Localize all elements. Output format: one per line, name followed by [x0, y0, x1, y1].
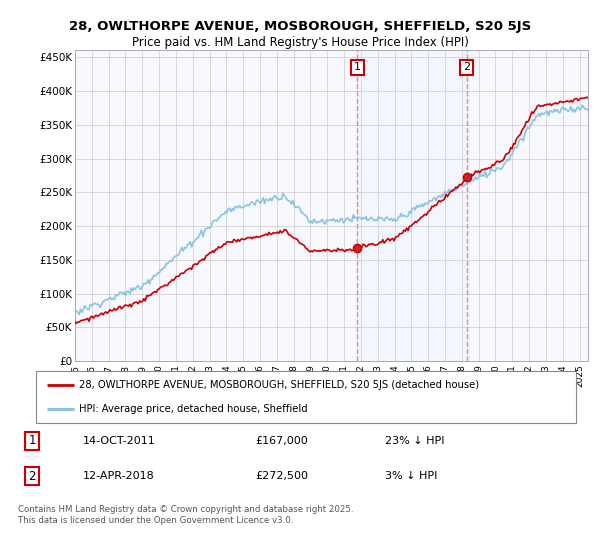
Text: 23% ↓ HPI: 23% ↓ HPI	[385, 436, 444, 446]
Text: £272,500: £272,500	[255, 471, 308, 481]
Text: 3% ↓ HPI: 3% ↓ HPI	[385, 471, 437, 481]
Text: HPI: Average price, detached house, Sheffield: HPI: Average price, detached house, Shef…	[79, 404, 308, 414]
Text: £167,000: £167,000	[255, 436, 308, 446]
Text: 2: 2	[28, 469, 36, 483]
Text: 1: 1	[354, 63, 361, 72]
Text: 12-APR-2018: 12-APR-2018	[83, 471, 155, 481]
Text: 28, OWLTHORPE AVENUE, MOSBOROUGH, SHEFFIELD, S20 5JS (detached house): 28, OWLTHORPE AVENUE, MOSBOROUGH, SHEFFI…	[79, 380, 479, 390]
FancyBboxPatch shape	[36, 371, 576, 423]
Text: Price paid vs. HM Land Registry's House Price Index (HPI): Price paid vs. HM Land Registry's House …	[131, 36, 469, 49]
Text: Contains HM Land Registry data © Crown copyright and database right 2025.
This d: Contains HM Land Registry data © Crown c…	[18, 505, 353, 525]
Text: 2: 2	[463, 63, 470, 72]
Text: 28, OWLTHORPE AVENUE, MOSBOROUGH, SHEFFIELD, S20 5JS: 28, OWLTHORPE AVENUE, MOSBOROUGH, SHEFFI…	[69, 20, 531, 32]
Text: 14-OCT-2011: 14-OCT-2011	[83, 436, 155, 446]
Text: 1: 1	[28, 435, 36, 447]
Bar	[358, 50, 467, 361]
